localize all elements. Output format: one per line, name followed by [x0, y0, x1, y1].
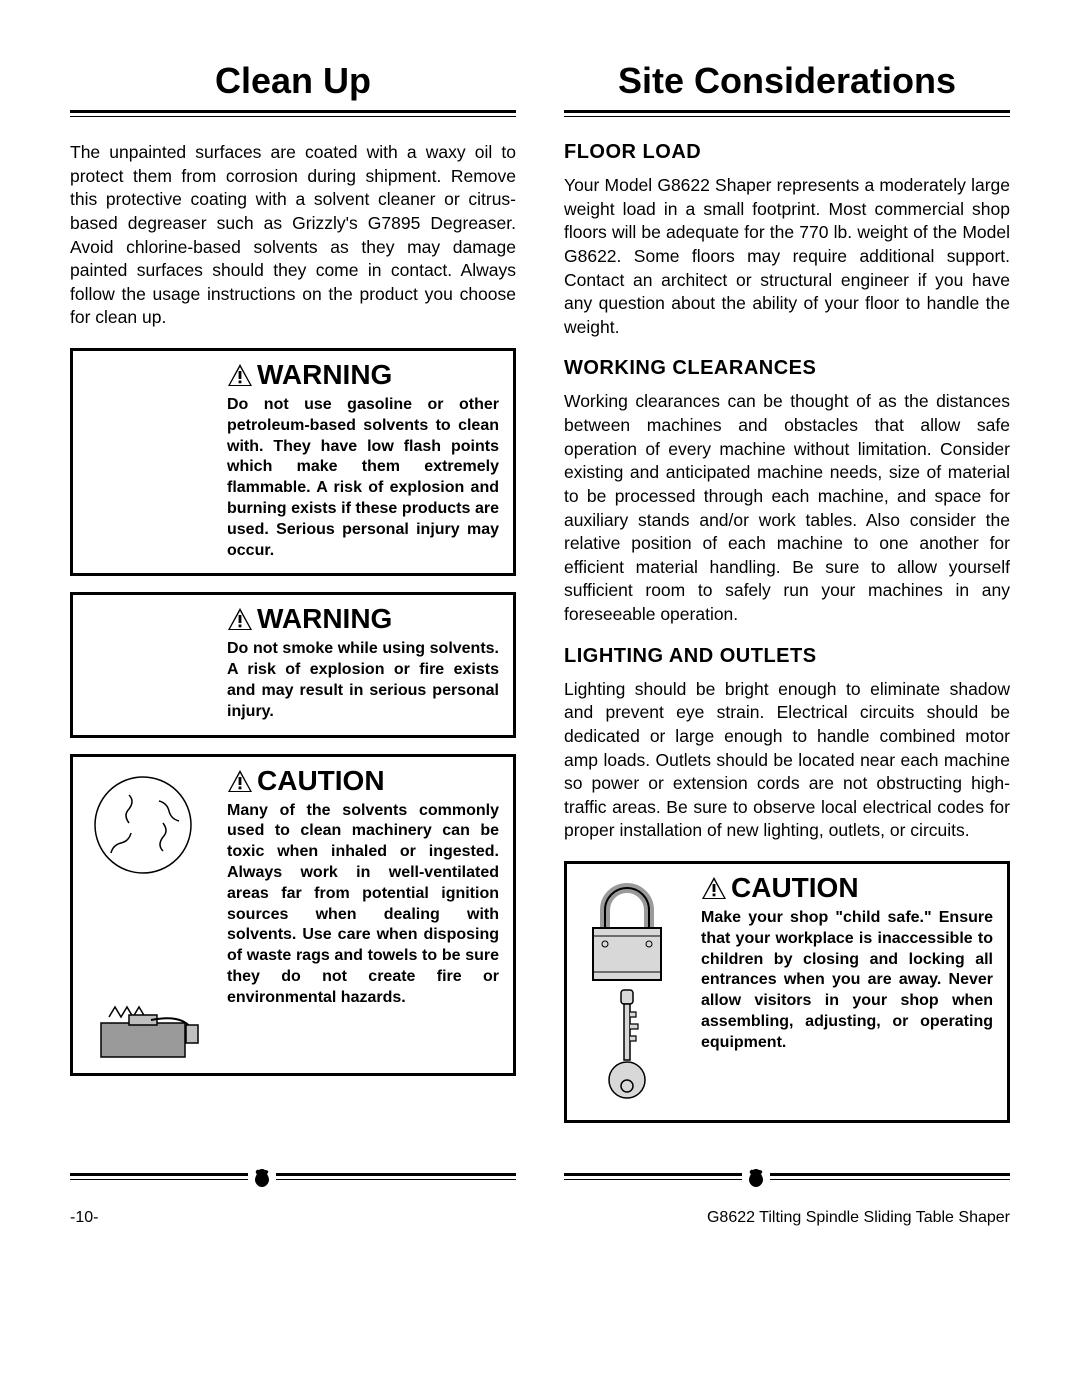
warning2-label: WARNING — [227, 603, 499, 635]
caution-right-label-text: CAUTION — [731, 872, 859, 904]
caution-right-text: Make your shop "child safe." Ensure that… — [701, 908, 993, 1054]
cleanup-intro: The unpainted surfaces are coated with a… — [70, 141, 516, 330]
warning1-image-slot — [73, 351, 213, 573]
right-column: Site Considerations FLOOR LOAD Your Mode… — [564, 60, 1010, 1139]
floor-load-head: FLOOR LOAD — [564, 141, 1010, 164]
footer-rules — [70, 1167, 1010, 1191]
title-rule-thick-r — [564, 110, 1010, 113]
warning2-text: Do not smoke while using solvents. A ris… — [227, 639, 499, 722]
bear-emblem-icon — [742, 1164, 770, 1192]
fan-and-can-icon — [81, 765, 205, 1065]
caution-left-body: CAUTION Many of the solvents commonly us… — [213, 757, 513, 1073]
lock-key-illustration — [567, 864, 687, 1120]
warning2-image-slot — [73, 595, 213, 734]
padlock-key-icon — [575, 872, 679, 1112]
footer-rule-right — [564, 1167, 1010, 1191]
title-rule-thin — [70, 116, 516, 117]
lighting-text: Lighting should be bright enough to elim… — [564, 678, 1010, 843]
caution-left-text: Many of the solvents commonly used to cl… — [227, 801, 499, 1009]
clearances-head: WORKING CLEARANCES — [564, 357, 1010, 380]
warning1-label-text: WARNING — [257, 359, 392, 391]
warning1-text: Do not use gasoline or other petroleum-b… — [227, 395, 499, 561]
alert-triangle-icon — [227, 363, 253, 387]
title-rule-thick — [70, 110, 516, 113]
lighting-head: LIGHTING AND OUTLETS — [564, 645, 1010, 668]
caution-box-left: CAUTION Many of the solvents commonly us… — [70, 754, 516, 1076]
warning2-label-text: WARNING — [257, 603, 392, 635]
page-number: -10- — [70, 1209, 98, 1227]
doc-title-footer: G8622 Tilting Spindle Sliding Table Shap… — [707, 1209, 1010, 1227]
cleanup-title: Clean Up — [70, 60, 516, 102]
footer-rule-left — [70, 1167, 516, 1191]
warning-box-2: WARNING Do not smoke while using solvent… — [70, 592, 516, 737]
alert-triangle-icon — [701, 876, 727, 900]
clearances-text: Working clearances can be thought of as … — [564, 390, 1010, 626]
warning1-body: WARNING Do not use gasoline or other pet… — [213, 351, 513, 573]
caution-right-body: CAUTION Make your shop "child safe." Ens… — [687, 864, 1007, 1120]
warning-box-1: WARNING Do not use gasoline or other pet… — [70, 348, 516, 576]
bear-emblem-icon — [248, 1164, 276, 1192]
caution-left-label-text: CAUTION — [257, 765, 385, 797]
title-rule-thin-r — [564, 116, 1010, 117]
page-footer: -10- G8622 Tilting Spindle Sliding Table… — [70, 1209, 1010, 1227]
floor-load-text: Your Model G8622 Shaper represents a mod… — [564, 174, 1010, 339]
ventilation-illustration — [73, 757, 213, 1073]
caution-right-label: CAUTION — [701, 872, 993, 904]
two-column-layout: Clean Up The unpainted surfaces are coat… — [70, 60, 1010, 1139]
warning1-label: WARNING — [227, 359, 499, 391]
alert-triangle-icon — [227, 607, 253, 631]
alert-triangle-icon — [227, 769, 253, 793]
caution-left-label: CAUTION — [227, 765, 499, 797]
site-title: Site Considerations — [564, 60, 1010, 102]
warning2-body: WARNING Do not smoke while using solvent… — [213, 595, 513, 734]
left-column: Clean Up The unpainted surfaces are coat… — [70, 60, 516, 1139]
caution-box-right: CAUTION Make your shop "child safe." Ens… — [564, 861, 1010, 1123]
